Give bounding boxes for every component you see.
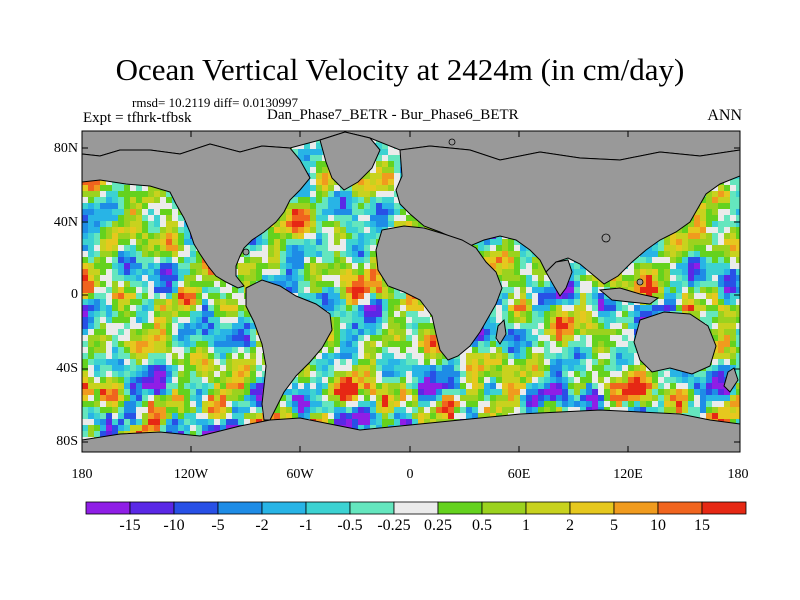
africa: [375, 225, 503, 361]
colorbar-label: -5: [211, 517, 225, 534]
australia: [633, 311, 717, 375]
colorbar-box: [305, 501, 351, 515]
colorbar-boxes: [85, 501, 747, 515]
indonesia: [598, 287, 660, 305]
colorbar-label: 0.25: [424, 517, 452, 534]
lon-label-180e: 180: [727, 467, 749, 482]
colorbar-box: [393, 501, 439, 515]
axis-ticks: [81, 131, 741, 452]
colorbar-label: -1: [299, 517, 313, 534]
north-america: [82, 143, 311, 289]
colorbar-box: [481, 501, 527, 515]
colorbar-box: [173, 501, 219, 515]
colorbar-box: [613, 501, 659, 515]
colorbar-box: [261, 501, 307, 515]
colorbar-label: -15: [119, 517, 141, 534]
lon-label-60w: 60W: [286, 467, 314, 482]
colorbar-label: 10: [650, 517, 666, 534]
colorbar-box: [129, 501, 175, 515]
lat-label-80s: 80S: [56, 434, 78, 449]
lat-label-80n: 80N: [53, 141, 78, 156]
islands: [242, 138, 644, 286]
season-label: ANN: [707, 107, 742, 124]
lon-label-0: 0: [406, 467, 414, 482]
colorbar-label: 2: [566, 517, 574, 534]
lat-label-40s: 40S: [56, 361, 78, 376]
greenland: [319, 131, 381, 191]
lon-label-60e: 60E: [507, 467, 531, 482]
antarctica: [82, 409, 740, 452]
subtitle: Dan_Phase7_BETR - Bur_Phase6_BETR: [267, 107, 519, 123]
experiment-label: Expt = tfhrk-tfbsk: [83, 110, 192, 126]
lat-label-0: 0: [71, 287, 78, 302]
colorbar-label: -10: [163, 517, 185, 534]
colorbar-box: [525, 501, 571, 515]
colorbar-box: [569, 501, 615, 515]
colorbar-label: -2: [255, 517, 269, 534]
south-america: [245, 279, 333, 421]
colorbar-label: -0.25: [377, 517, 411, 534]
map-frame: [81, 130, 741, 453]
colorbar-label: 1: [522, 517, 530, 534]
colorbar-label: 5: [610, 517, 618, 534]
land-masses: [82, 131, 740, 452]
colorbar-box: [437, 501, 483, 515]
plot-title: Ocean Vertical Velocity at 2424m (in cm/…: [115, 52, 685, 87]
lon-label-120e: 120E: [613, 467, 643, 482]
colorbar-box: [85, 501, 131, 515]
colorbar-label: 15: [694, 517, 710, 534]
colorbar-label: -0.5: [337, 517, 363, 534]
lon-label-180w: 180: [71, 467, 93, 482]
lat-label-40n: 40N: [53, 215, 78, 230]
new-zealand: [723, 367, 739, 393]
stats-text: rmsd= 10.2119 diff= 0.0130997: [132, 95, 298, 110]
colorbar-box: [657, 501, 703, 515]
colorbar-box: [349, 501, 395, 515]
india: [545, 259, 573, 297]
colorbar-box: [217, 501, 263, 515]
lon-label-120w: 120W: [173, 467, 209, 482]
colorbar-box: [701, 501, 747, 515]
madagascar: [495, 318, 507, 345]
colorbar-label: 0.5: [472, 517, 492, 534]
